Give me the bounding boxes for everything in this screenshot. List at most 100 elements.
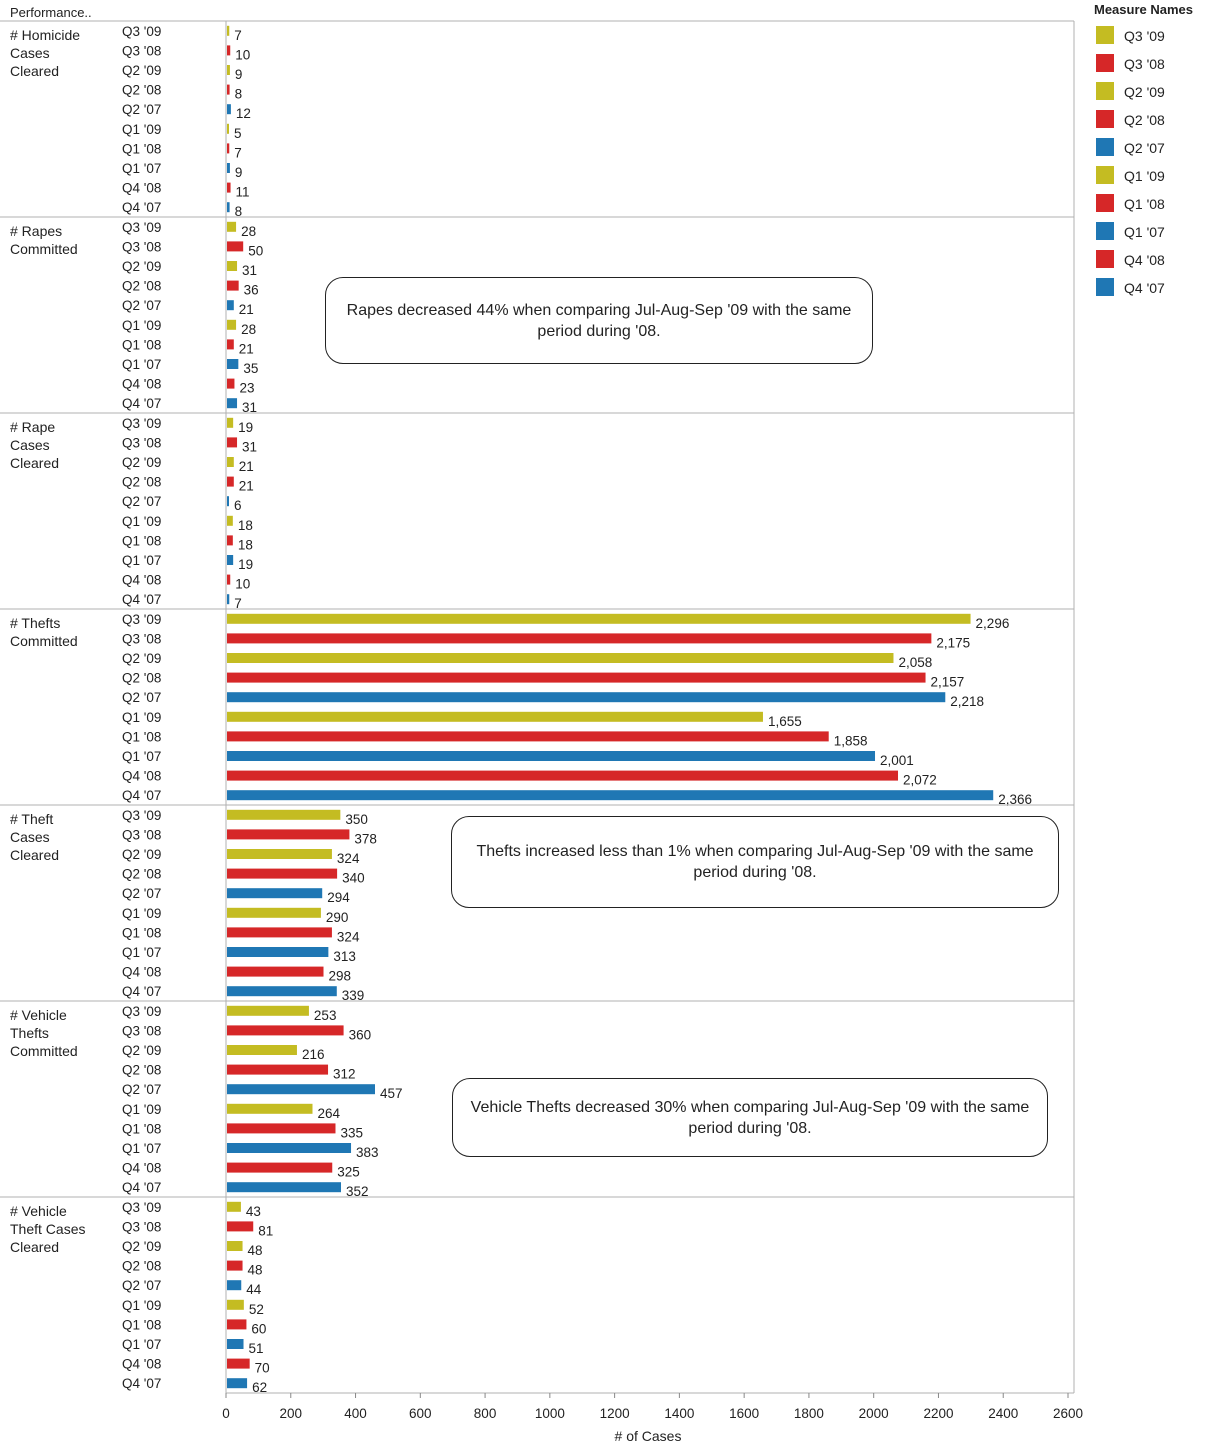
bar-value-label: 50 bbox=[248, 243, 263, 258]
x-tick-label: 1800 bbox=[794, 1406, 824, 1421]
bar bbox=[227, 927, 332, 938]
bar bbox=[227, 555, 234, 565]
bar bbox=[227, 1201, 241, 1212]
legend-label: Q1 '07 bbox=[1124, 224, 1165, 240]
bar bbox=[227, 1025, 344, 1036]
category-label: Q1 '08 bbox=[122, 925, 161, 940]
category-label: Q2 '09 bbox=[122, 1043, 161, 1058]
legend-swatch bbox=[1096, 82, 1114, 100]
bar-value-label: 62 bbox=[252, 1380, 267, 1395]
bar bbox=[227, 1260, 243, 1271]
legend-items: Q3 '09 Q3 '08 Q2 '09 Q2 '08 Q2 '07 Q1 '09 Q1 '… bbox=[1094, 20, 1210, 300]
legend-swatch bbox=[1096, 110, 1114, 128]
category-label: Q1 '07 bbox=[122, 1141, 161, 1156]
bar-value-label: 2,001 bbox=[880, 753, 914, 768]
bar bbox=[227, 594, 230, 605]
bar bbox=[227, 319, 237, 330]
legend-swatch bbox=[1096, 222, 1114, 240]
category-label: Q2 '09 bbox=[122, 63, 161, 78]
bar bbox=[227, 143, 230, 154]
legend-item: Q1 '07 bbox=[1094, 216, 1210, 244]
bar-value-label: 312 bbox=[333, 1067, 356, 1082]
category-label: Q1 '08 bbox=[122, 533, 161, 548]
category-label: Q3 '08 bbox=[122, 631, 161, 646]
category-label: Q2 '07 bbox=[122, 298, 161, 313]
panel-name: # Vehicle Thefts Committed bbox=[10, 1007, 78, 1059]
x-tick-label: 1600 bbox=[729, 1406, 759, 1421]
bar bbox=[227, 1084, 375, 1095]
annotation-vehicle-thefts: Vehicle Thefts decreased 30% when compar… bbox=[452, 1078, 1048, 1157]
panel-name: # Theft Cases Cleared bbox=[10, 811, 59, 863]
legend-swatch bbox=[1096, 26, 1114, 44]
x-tick-label: 1200 bbox=[600, 1406, 630, 1421]
panel-name: # Homicide Cases Cleared bbox=[10, 27, 80, 79]
category-label: Q2 '07 bbox=[122, 886, 161, 901]
x-tick-label: 800 bbox=[474, 1406, 497, 1421]
category-label: Q2 '08 bbox=[122, 475, 161, 490]
bar-value-label: 6 bbox=[234, 498, 242, 513]
bar-value-label: 2,218 bbox=[950, 694, 984, 709]
category-label: Q2 '08 bbox=[122, 1063, 161, 1078]
bar bbox=[227, 907, 321, 918]
bar-value-label: 1,858 bbox=[834, 733, 868, 748]
bar bbox=[227, 770, 899, 781]
bar bbox=[227, 888, 323, 899]
category-label: Q2 '07 bbox=[122, 1278, 161, 1293]
bar bbox=[227, 1162, 333, 1173]
bar-value-label: 36 bbox=[244, 283, 259, 298]
bar bbox=[227, 829, 350, 840]
annotation-thefts: Thefts increased less than 1% when compa… bbox=[451, 816, 1059, 908]
legend-item: Q2 '09 bbox=[1094, 76, 1210, 104]
bar bbox=[227, 751, 876, 761]
category-label: Q1 '07 bbox=[122, 553, 161, 568]
category-label: Q2 '07 bbox=[122, 1082, 161, 1097]
bar-value-label: 1,655 bbox=[768, 714, 802, 729]
bar bbox=[227, 104, 231, 115]
category-label: Q3 '08 bbox=[122, 435, 161, 450]
bar-value-label: 70 bbox=[255, 1361, 270, 1376]
bar bbox=[227, 163, 230, 173]
bar-value-label: 43 bbox=[246, 1204, 261, 1219]
bar-value-label: 10 bbox=[235, 577, 250, 592]
bar-value-label: 216 bbox=[302, 1047, 325, 1062]
bar-value-label: 31 bbox=[242, 263, 257, 278]
category-label: Q4 '08 bbox=[122, 965, 161, 980]
category-label: Q4 '07 bbox=[122, 1376, 161, 1391]
category-label: Q1 '07 bbox=[122, 161, 161, 176]
bar bbox=[227, 1358, 250, 1369]
bar bbox=[227, 1299, 244, 1310]
bar-value-label: 7 bbox=[234, 145, 242, 160]
x-tick-label: 400 bbox=[344, 1406, 367, 1421]
bar bbox=[227, 1319, 247, 1330]
bar bbox=[227, 653, 894, 663]
bar-value-label: 9 bbox=[235, 67, 243, 82]
bar bbox=[227, 1280, 242, 1291]
bar-value-label: 2,296 bbox=[976, 616, 1010, 631]
bar-value-label: 12 bbox=[236, 106, 251, 121]
bar-value-label: 2,072 bbox=[903, 773, 937, 788]
bar bbox=[227, 672, 926, 683]
x-tick-label: 2600 bbox=[1053, 1406, 1083, 1421]
bar bbox=[227, 202, 230, 213]
legend-label: Q1 '09 bbox=[1124, 168, 1165, 184]
bar-value-label: 325 bbox=[337, 1165, 360, 1180]
bar-value-label: 340 bbox=[342, 871, 365, 886]
legend-item: Q3 '09 bbox=[1094, 20, 1210, 48]
bar bbox=[227, 731, 829, 742]
legend-swatch bbox=[1096, 166, 1114, 184]
bar bbox=[227, 417, 234, 428]
bar bbox=[227, 45, 231, 56]
category-label: Q1 '09 bbox=[122, 318, 161, 333]
category-label: Q3 '08 bbox=[122, 1023, 161, 1038]
bar bbox=[227, 515, 233, 526]
legend-label: Q2 '08 bbox=[1124, 112, 1165, 128]
category-label: Q2 '08 bbox=[122, 1259, 161, 1274]
legend-title: Measure Names bbox=[1094, 2, 1193, 17]
category-label: Q4 '07 bbox=[122, 592, 161, 607]
category-label: Q1 '07 bbox=[122, 357, 161, 372]
bar-value-label: 9 bbox=[235, 165, 243, 180]
legend-label: Q2 '09 bbox=[1124, 84, 1165, 100]
category-label: Q1 '09 bbox=[122, 1102, 161, 1117]
bar-value-label: 51 bbox=[249, 1341, 264, 1356]
bar-value-label: 352 bbox=[346, 1184, 369, 1199]
